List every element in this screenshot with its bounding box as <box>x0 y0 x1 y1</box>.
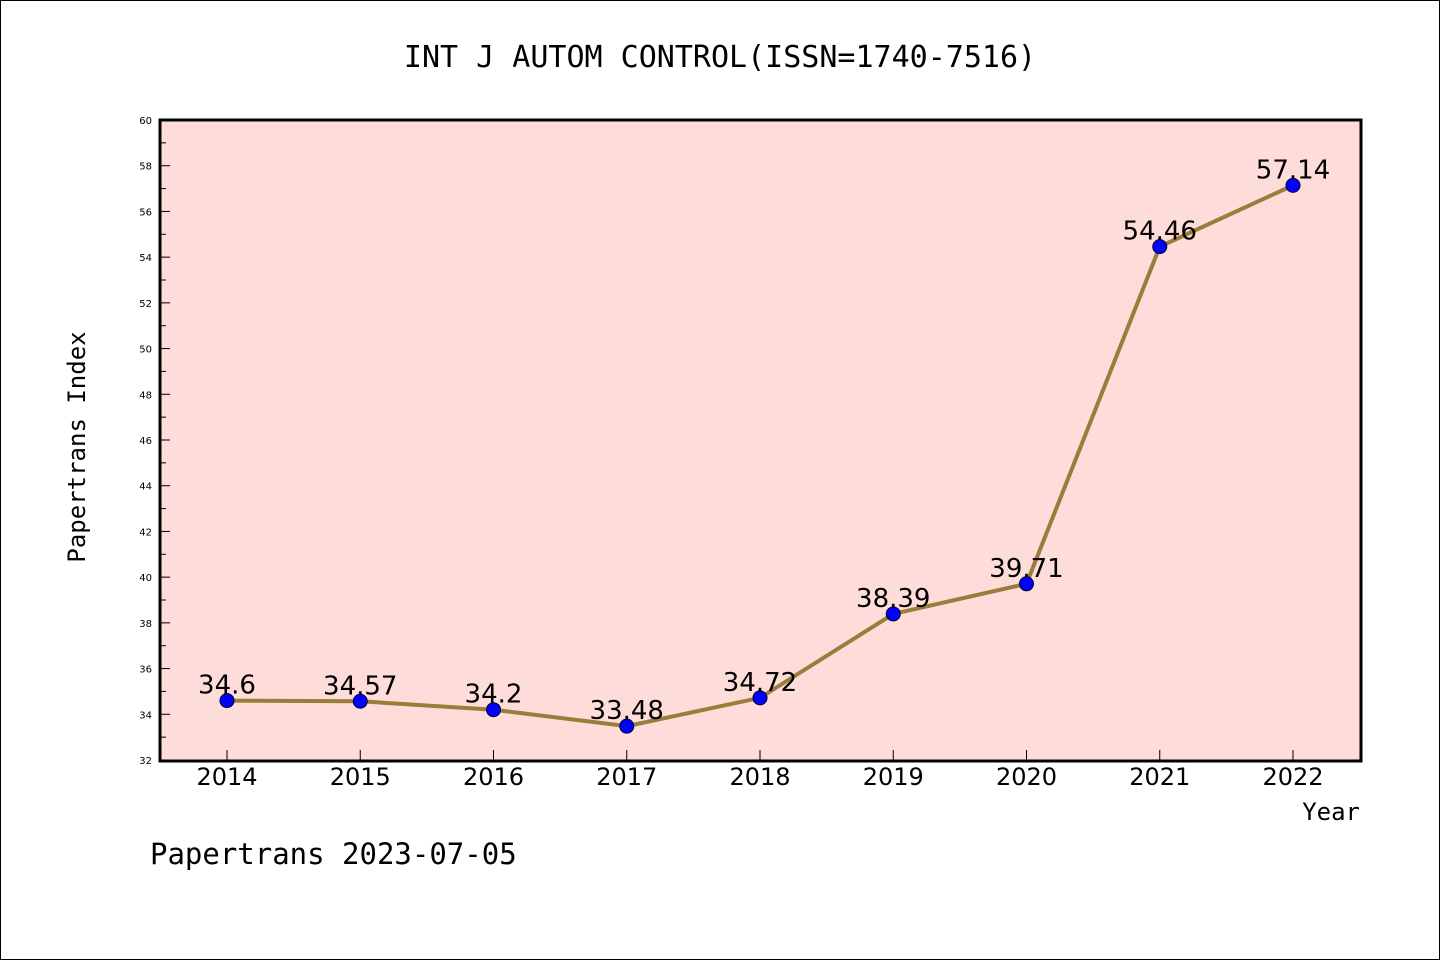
y-tick-label: 52 <box>139 299 152 310</box>
x-axis: 2014 2015 2016 2017 2018 2019 2020 2021 2022 <box>196 750 1324 791</box>
y-axis-label: Papertrans Index <box>63 331 91 562</box>
data-label: 39.71 <box>989 554 1063 584</box>
y-tick-label: 48 <box>139 390 152 401</box>
marker-group <box>219 177 1301 734</box>
data-label: 34.72 <box>723 668 797 698</box>
y-axis: 32 34 36 38 40 42 44 46 48 50 52 54 56 58 60 <box>139 116 170 767</box>
y-tick-label: 44 <box>139 482 152 493</box>
y-tick-label: 58 <box>139 162 152 173</box>
x-tick-label: 2017 <box>596 763 657 791</box>
data-label: 34.57 <box>323 671 397 701</box>
y-tick-label: 46 <box>139 436 152 447</box>
data-label: 57.14 <box>1256 155 1330 185</box>
footer-text: Papertrans 2023-07-05 <box>150 837 517 871</box>
data-point-marker <box>352 693 368 709</box>
data-point-marker <box>885 606 901 622</box>
data-point-marker <box>1019 576 1034 592</box>
data-point-marker <box>752 690 768 706</box>
data-point-marker <box>619 718 635 734</box>
x-tick-label: 2018 <box>729 763 790 791</box>
data-point-marker <box>219 693 235 709</box>
y-tick-label: 38 <box>139 619 152 630</box>
x-axis-label: Year <box>1302 798 1360 826</box>
data-point-marker <box>1152 239 1168 255</box>
y-tick-label: 56 <box>139 207 152 218</box>
data-label: 33.48 <box>590 696 664 726</box>
y-tick-label: 40 <box>139 573 152 584</box>
x-tick-label: 2014 <box>196 763 257 791</box>
data-label: 54.46 <box>1123 217 1197 247</box>
plot-area <box>158 118 1363 763</box>
x-tick-label: 2022 <box>1262 763 1323 791</box>
y-tick-label: 36 <box>139 665 152 676</box>
data-label-group: 34.6 34.57 34.2 33.48 34.72 38.39 39.71 54.46 57… <box>198 155 1330 726</box>
x-tick-label: 2019 <box>863 763 924 791</box>
data-label: 38.39 <box>856 584 930 614</box>
y-tick-label: 34 <box>139 710 152 721</box>
x-tick-label: 2020 <box>996 763 1057 791</box>
chart-title: INT J AUTOM CONTROL(ISSN=1740-7516) <box>404 40 1036 75</box>
data-label: 34.6 <box>198 671 256 701</box>
data-point-marker <box>1285 177 1301 193</box>
y-tick-label: 54 <box>139 253 152 264</box>
x-tick-label: 2015 <box>330 763 391 791</box>
x-tick-label: 2016 <box>463 763 524 791</box>
data-label: 34.2 <box>465 680 523 710</box>
y-tick-label: 50 <box>139 345 152 356</box>
y-tick-label: 60 <box>139 116 152 127</box>
y-tick-label: 42 <box>139 527 152 538</box>
x-tick-label: 2021 <box>1129 763 1190 791</box>
y-tick-label: 32 <box>139 756 152 767</box>
data-point-marker <box>486 702 501 718</box>
